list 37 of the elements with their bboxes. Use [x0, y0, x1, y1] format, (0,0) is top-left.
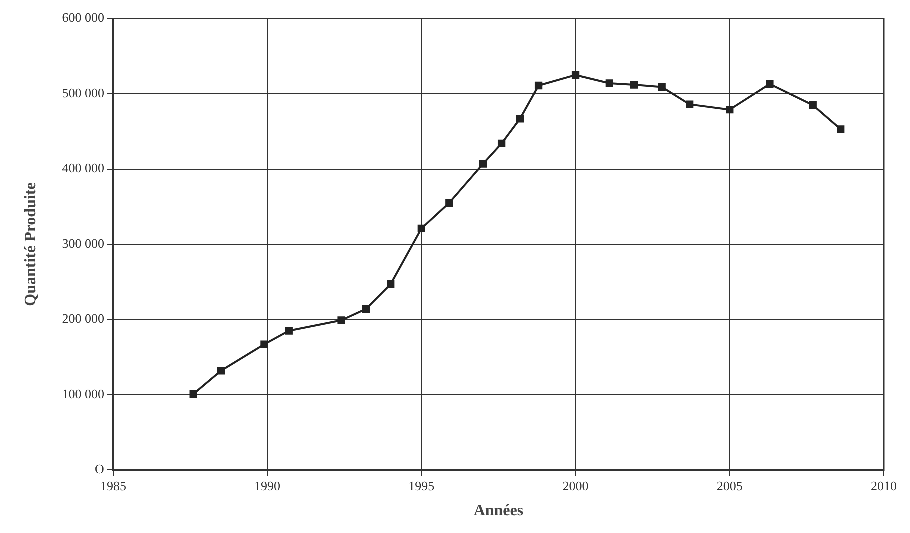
y-tick-label: O [95, 462, 104, 477]
point [534, 82, 543, 90]
x-tick-label: 1990 [254, 478, 281, 494]
x-tick-label: 1985 [100, 478, 126, 494]
point [658, 83, 666, 92]
point [572, 71, 580, 80]
y-axis-title: Quantité Produite [22, 182, 40, 306]
point [260, 340, 268, 348]
point [218, 367, 226, 375]
x-tick-label: 2000 [562, 478, 589, 494]
point [338, 316, 346, 324]
y-tick-label: 500 000 [62, 85, 104, 100]
point [809, 101, 817, 110]
point [418, 224, 426, 233]
y-tick-label: 200 000 [62, 311, 104, 326]
x-tick-label: 2010 [871, 478, 897, 494]
point [362, 305, 370, 314]
point [446, 199, 454, 207]
x-tick-label: 1995 [408, 478, 435, 494]
point [516, 115, 524, 123]
point [630, 81, 638, 89]
point [766, 80, 774, 88]
y-tick-label: 600 000 [62, 10, 104, 26]
y-tick-label: 400 000 [62, 160, 104, 176]
point [686, 100, 694, 108]
point [285, 327, 293, 335]
point [726, 106, 734, 114]
point [387, 280, 395, 288]
y-tick-label: 100 000 [62, 386, 104, 402]
point [837, 126, 845, 134]
point [479, 160, 488, 168]
x-tick-label: 2005 [716, 478, 743, 494]
point [498, 140, 506, 148]
point [606, 80, 614, 88]
y-tick-label: 300 000 [62, 236, 104, 251]
x-axis-title: Années [474, 502, 524, 520]
point [190, 390, 198, 398]
